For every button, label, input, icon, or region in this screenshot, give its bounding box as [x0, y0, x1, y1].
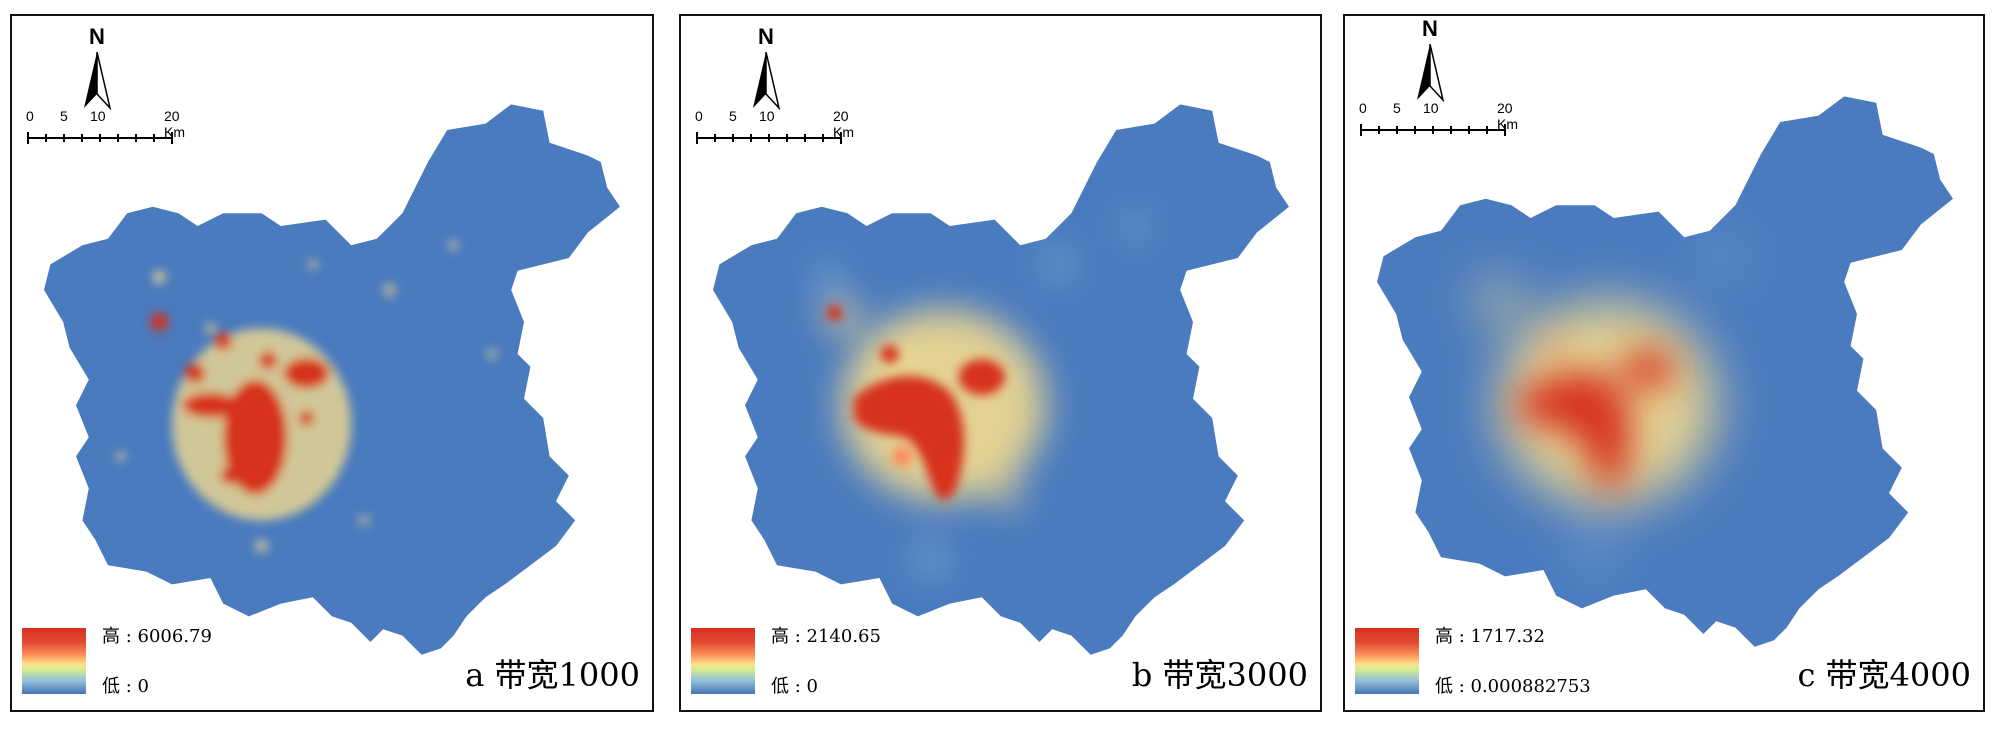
map-panel-c: N 0 5 10 20 Km 高 : 1717.32 低 : 0.0008827… — [1343, 14, 1985, 712]
north-label: N — [89, 24, 105, 49]
scale-bar: 0 5 10 20 Km — [695, 108, 865, 168]
scale-bar-icon — [1360, 124, 1506, 136]
legend-low: 低 : 0.000882753 — [1435, 676, 1591, 697]
north-arrow: N — [72, 24, 122, 114]
scale-bar-icon — [696, 132, 842, 144]
scale-tick-10: 10 — [1423, 100, 1439, 116]
color-ramp — [1355, 628, 1419, 694]
scale-bar-icon — [27, 132, 173, 144]
density-map-c — [1377, 96, 1953, 647]
density-map-b — [713, 104, 1289, 655]
north-label: N — [758, 24, 774, 49]
scale-tick-5: 5 — [1393, 100, 1401, 116]
north-arrow-icon — [753, 51, 781, 110]
panel-title: a 带宽1000 — [465, 656, 640, 694]
legend-high: 高 : 6006.79 — [102, 626, 212, 647]
legend-high: 高 : 1717.32 — [1435, 626, 1545, 647]
density-map-a — [44, 104, 620, 655]
scale-tick-20: 20 Km — [1497, 100, 1518, 132]
legend-low: 低 : 0 — [102, 676, 149, 697]
legend: 高 : 6006.79 低 : 0 — [22, 618, 382, 698]
scale-tick-20: 20 Km — [833, 108, 854, 140]
north-arrow-icon — [1417, 43, 1445, 102]
scale-bar: 0 5 10 20 Km — [1359, 100, 1529, 160]
map-panel-b: N 0 5 10 20 Km 高 : 2140.65 低 : 0 b 带宽300… — [679, 14, 1322, 712]
north-arrow-icon — [84, 51, 112, 110]
scale-tick-0: 0 — [26, 108, 34, 124]
legend-low: 低 : 0 — [771, 676, 818, 697]
north-arrow: N — [1405, 16, 1455, 106]
panel-title: c 带宽4000 — [1797, 656, 1971, 694]
color-ramp — [22, 628, 86, 694]
legend-high: 高 : 2140.65 — [771, 626, 881, 647]
scale-tick-5: 5 — [729, 108, 737, 124]
scale-tick-10: 10 — [90, 108, 106, 124]
legend: 高 : 1717.32 低 : 0.000882753 — [1355, 618, 1715, 698]
scale-tick-10: 10 — [759, 108, 775, 124]
legend: 高 : 2140.65 低 : 0 — [691, 618, 1051, 698]
panel-title: b 带宽3000 — [1131, 656, 1308, 694]
map-panel-a: N 0 5 10 20 Km 高 : 6006.79 低 : 0 a 带宽100… — [10, 14, 654, 712]
scale-tick-20: 20 Km — [164, 108, 185, 140]
scale-tick-5: 5 — [60, 108, 68, 124]
color-ramp — [691, 628, 755, 694]
scale-tick-0: 0 — [695, 108, 703, 124]
scale-tick-0: 0 — [1359, 100, 1367, 116]
north-arrow: N — [741, 24, 791, 114]
north-label: N — [1422, 16, 1438, 41]
scale-bar: 0 5 10 20 Km — [26, 108, 196, 168]
